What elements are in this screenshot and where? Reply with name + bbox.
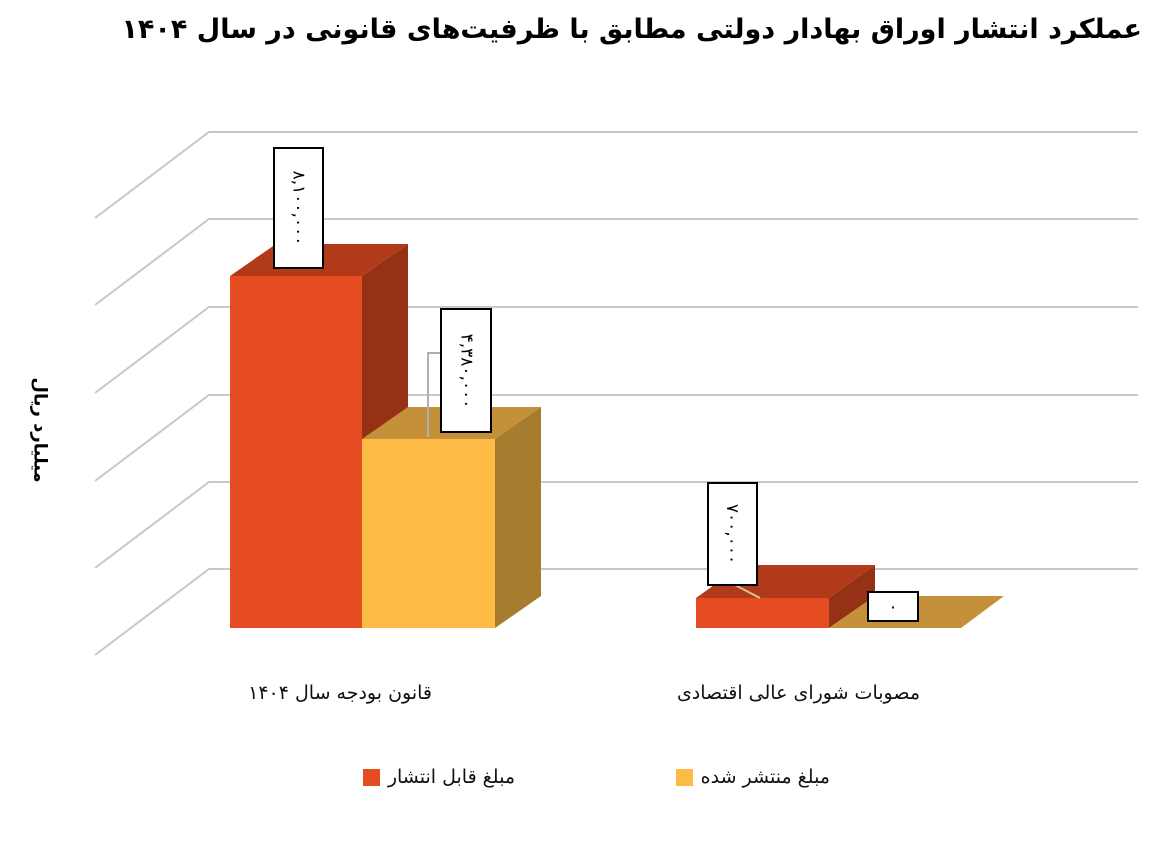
- data-label-text: ۷۰۰,۰۰۰: [722, 503, 743, 565]
- data-label-council-issued: ۰: [867, 591, 919, 622]
- data-label-council-issuable: ۷۰۰,۰۰۰: [707, 482, 758, 586]
- category-label-budget: قانون بودجه سال ۱۴۰۴: [248, 682, 432, 704]
- data-label-budget-issued: ۴,۳۸۰,۰۰۰: [440, 308, 492, 433]
- legend-item-issuable: مبلغ قابل انتشار: [362, 766, 515, 788]
- data-label-text: ۰: [888, 596, 898, 617]
- data-label-text: ۸,۱۰۰,۰۰۰: [288, 170, 309, 246]
- bar-budget-issued: [362, 407, 541, 628]
- legend-swatch-icon: [675, 768, 693, 786]
- category-label-council: مصوبات شورای عالی اقتصادی: [676, 682, 920, 704]
- data-label-text: ۴,۳۸۰,۰۰۰: [456, 333, 477, 408]
- legend-label: مبلغ قابل انتشار: [387, 766, 515, 788]
- y-axis-label: میلیارد ریال: [29, 377, 51, 483]
- chart-title: عملکرد انتشار اوراق بهادار دولتی مطابق ب…: [121, 14, 1142, 45]
- legend-swatch-icon: [362, 768, 380, 786]
- legend-item-issued: مبلغ منتشر شده: [675, 766, 830, 788]
- legend-label: مبلغ منتشر شده: [700, 766, 830, 788]
- data-label-budget-issuable: ۸,۱۰۰,۰۰۰: [273, 147, 324, 269]
